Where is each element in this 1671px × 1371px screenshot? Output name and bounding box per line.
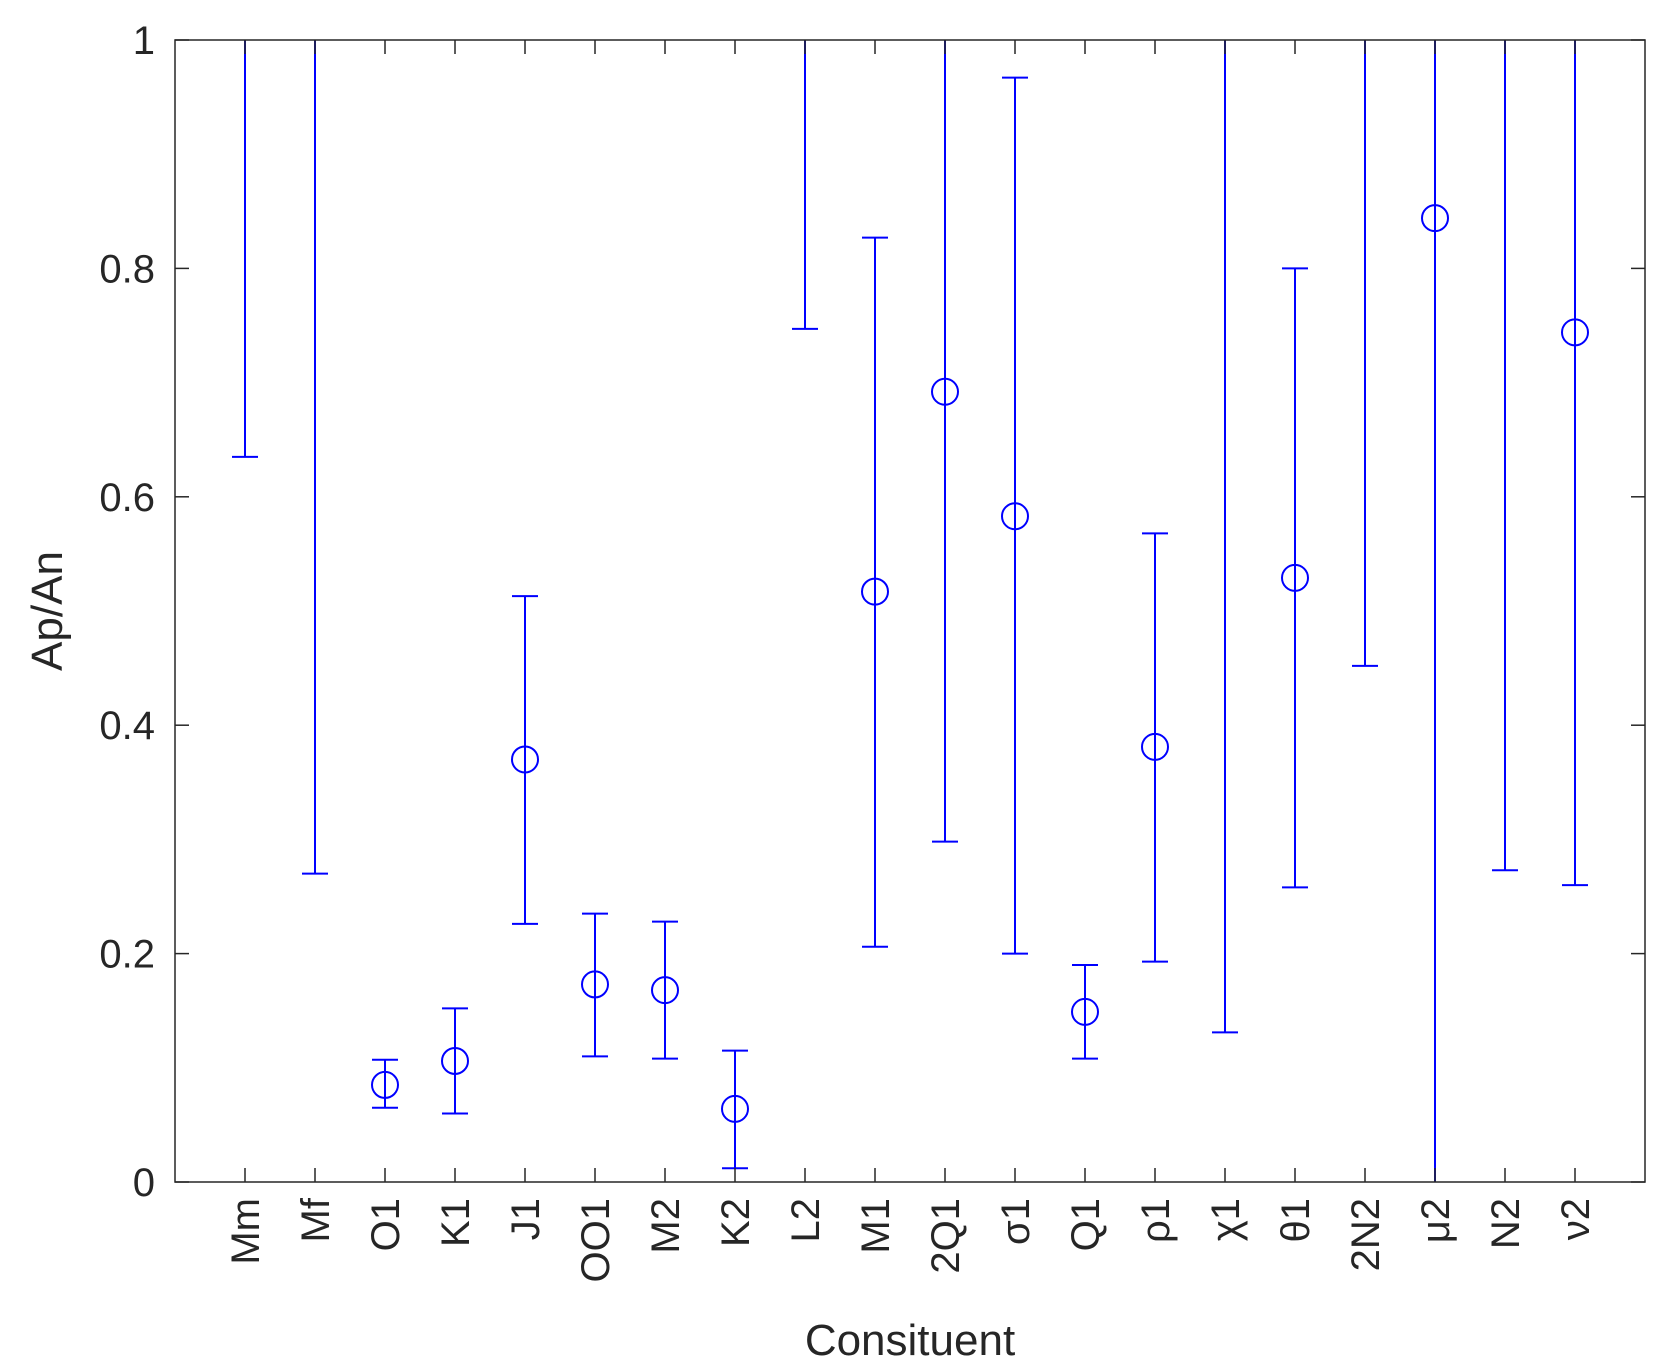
axes: 0 0.2 0.4 0.6 0.8 1 Mm Mf O1 K1 J1 OO1 M2 K2 L2 M1 2Q1 σ1… (99, 19, 1646, 1282)
errorbar-18 (1421, 40, 1449, 1182)
y-tick-label: 0.2 (99, 933, 155, 977)
errorbar-14 (1141, 532, 1169, 963)
y-tick-label: 1 (133, 19, 155, 63)
data-point (931, 377, 959, 406)
data-point (1421, 204, 1449, 233)
x-tick-label: μ2 (1414, 1198, 1458, 1243)
errorbar-7 (651, 920, 679, 1060)
x-axis-label: Consituent (805, 1316, 1015, 1365)
data-point (511, 745, 539, 774)
errorbar-17 (1352, 40, 1378, 667)
errorbar-9 (792, 40, 818, 330)
data-point (1281, 563, 1309, 592)
errorbar-8 (721, 1049, 749, 1170)
data-point (1141, 732, 1169, 761)
x-tick-label: N2 (1484, 1198, 1528, 1249)
errorbar-11 (931, 40, 959, 843)
x-tick-label: K1 (434, 1198, 478, 1247)
x-tick-label: Mm (224, 1198, 268, 1265)
data-point (861, 577, 889, 606)
y-tick-label: 0.8 (99, 247, 155, 291)
x-tick-label: K2 (714, 1198, 758, 1247)
y-tick-label: 0.4 (99, 704, 155, 748)
x-tick-label: 2Q1 (924, 1198, 968, 1274)
x-tick-label: M2 (644, 1198, 688, 1254)
errorbar-2 (302, 40, 328, 875)
plot-area (232, 40, 1589, 1182)
errorbar-10 (861, 236, 889, 948)
errorbar-1 (232, 40, 258, 458)
x-tick-label: 2N2 (1344, 1198, 1388, 1271)
x-tick-label: M1 (854, 1198, 898, 1254)
errorbar-20 (1561, 40, 1589, 887)
x-tick-label: Mf (294, 1197, 338, 1242)
axes-box (174, 39, 1646, 1183)
data-point (1001, 502, 1029, 531)
x-tick-label: OO1 (574, 1198, 618, 1282)
errorbar-3 (371, 1058, 399, 1109)
errorbar-15 (1212, 40, 1238, 1034)
data-point (721, 1094, 749, 1123)
x-tick-label: L2 (784, 1198, 828, 1243)
x-tick-label: J1 (504, 1198, 548, 1240)
errorbar-19 (1492, 40, 1518, 872)
x-tick-label: χ1 (1204, 1198, 1248, 1241)
errorbar-4 (441, 1007, 469, 1115)
y-tick-label: 0.6 (99, 476, 155, 520)
errorbar-6 (581, 912, 609, 1058)
errorbar-12 (1001, 76, 1029, 955)
data-point (1071, 997, 1099, 1026)
y-axis-label: Ap/An (23, 551, 72, 671)
x-tick-label: Q1 (1064, 1198, 1108, 1251)
data-point (1561, 318, 1589, 347)
data-point (651, 976, 679, 1005)
x-tick-label: ρ1 (1134, 1198, 1178, 1243)
data-point (441, 1046, 469, 1075)
y-tick-label: 0 (133, 1161, 155, 1205)
x-tick-label: ν2 (1554, 1198, 1598, 1240)
errorbar-13 (1071, 964, 1099, 1060)
x-tick-label: θ1 (1274, 1198, 1318, 1243)
errorbar-16 (1281, 267, 1309, 889)
x-tick-label: O1 (364, 1198, 408, 1251)
errorbar-5 (511, 595, 539, 925)
x-tick-label: σ1 (994, 1198, 1038, 1245)
data-point (581, 970, 609, 999)
data-point (371, 1070, 399, 1099)
